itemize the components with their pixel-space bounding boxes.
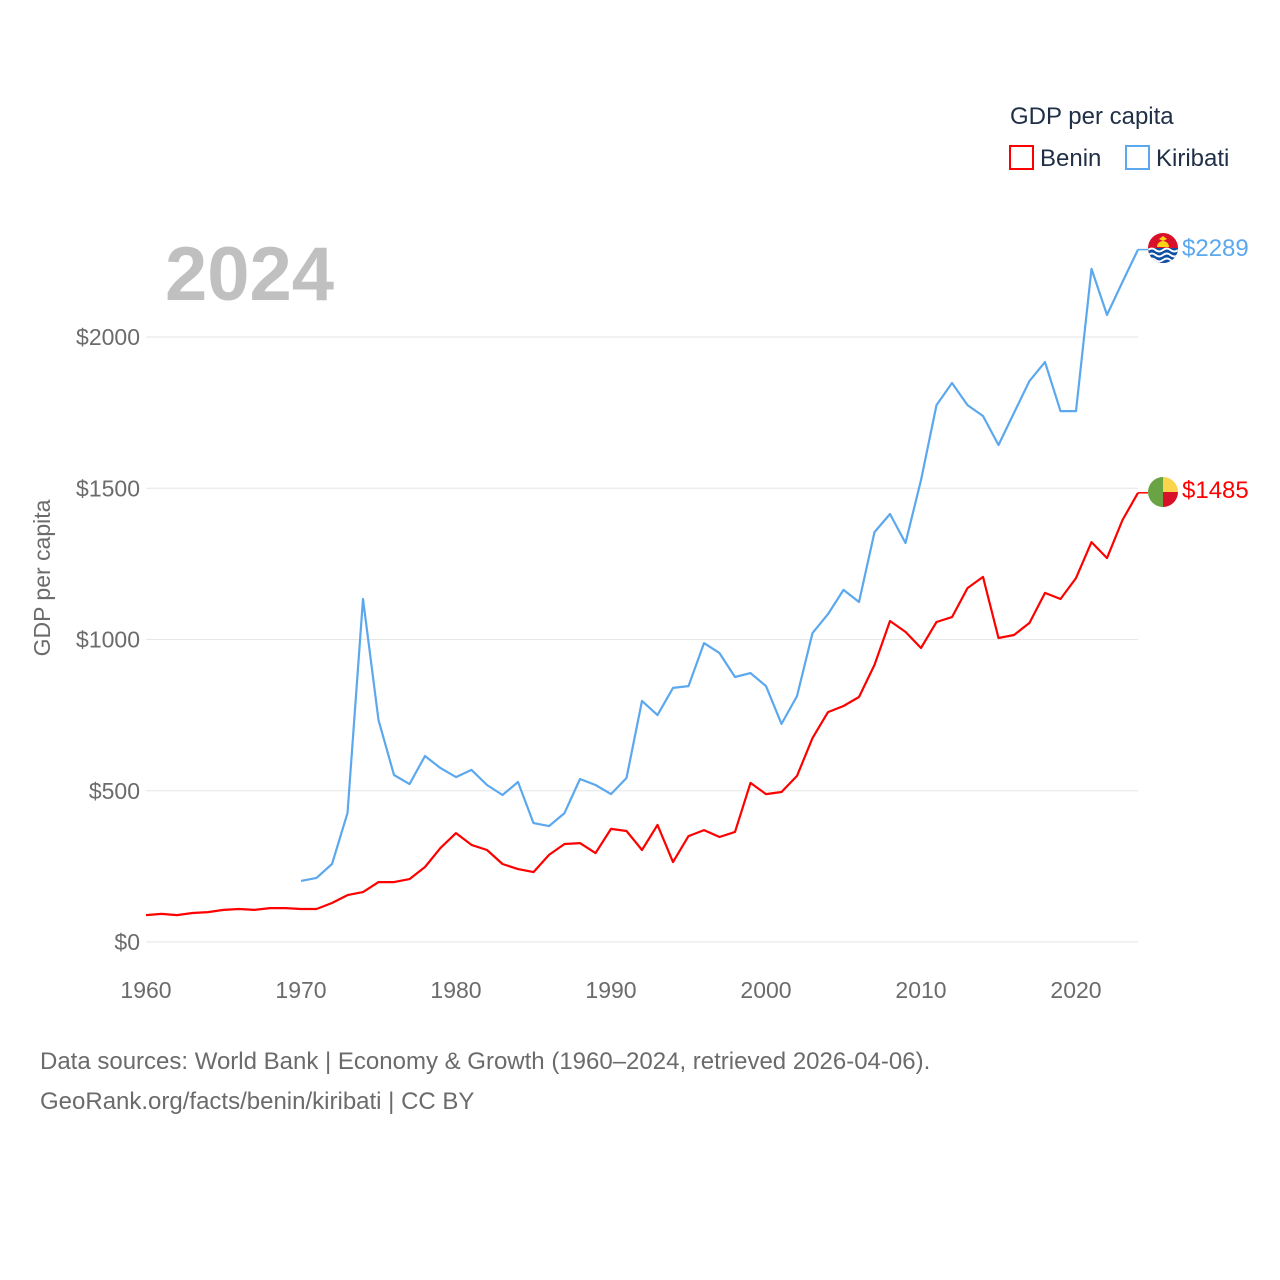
x-tick-label: 1990: [585, 977, 636, 1003]
series-line-benin: [145, 492, 1139, 917]
grid-lines: [146, 336, 1138, 943]
kiribati-end-value: $2289: [1182, 235, 1249, 262]
legend-title: GDP per capita: [1010, 103, 1174, 130]
legend-swatch-benin[interactable]: [1009, 145, 1034, 170]
x-tick-label: 2020: [1050, 977, 1101, 1003]
year-label: 2024: [165, 232, 334, 317]
x-tick-label: 1970: [275, 977, 326, 1003]
y-tick-label: $0: [114, 929, 140, 955]
footer: Data sources: World Bank | Economy & Gro…: [40, 1042, 930, 1122]
legend-swatch-kiribati[interactable]: [1125, 145, 1150, 170]
y-tick-label: $2000: [76, 324, 140, 350]
data-sources-text: Data sources: World Bank | Economy & Gro…: [40, 1048, 931, 1075]
y-axis-ticks: $0 $500 $1000 $1500 $2000: [76, 324, 140, 955]
benin-flag-icon: [1148, 477, 1178, 507]
series-lines: [145, 248, 1148, 917]
gdp-line-chart: $0 $500 $1000 $1500 $2000 1960 1970 1980 1990 20…: [29, 103, 1249, 1003]
legend: GDP per capita Benin Kiribati: [1009, 103, 1229, 172]
y-tick-label: $1500: [76, 475, 140, 501]
x-tick-label: 1980: [430, 977, 481, 1003]
x-tick-label: 2010: [895, 977, 946, 1003]
y-axis-label: GDP per capita: [29, 499, 55, 656]
legend-label-benin[interactable]: Benin: [1040, 145, 1101, 172]
y-tick-label: $500: [89, 778, 140, 804]
legend-label-kiribati[interactable]: Kiribati: [1156, 145, 1229, 172]
x-axis-ticks: 1960 1970 1980 1990 2000 2010 2020: [120, 977, 1101, 1003]
series-line-kiribati: [300, 249, 1139, 882]
y-tick-label: $1000: [76, 627, 140, 653]
x-tick-label: 2000: [740, 977, 791, 1003]
benin-end-value: $1485: [1182, 477, 1249, 504]
source-link[interactable]: GeoRank.org/facts/benin/kiribati | CC BY: [40, 1088, 475, 1115]
kiribati-flag-icon: [1148, 233, 1178, 263]
x-tick-label: 1960: [120, 977, 171, 1003]
